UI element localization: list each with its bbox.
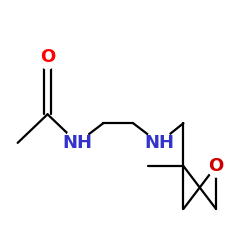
Text: O: O (40, 48, 55, 66)
Circle shape (38, 45, 56, 69)
Circle shape (147, 127, 171, 158)
Text: O: O (208, 157, 224, 175)
Text: NH: NH (62, 134, 92, 152)
Circle shape (66, 127, 90, 158)
Text: NH: NH (144, 134, 174, 152)
Circle shape (208, 155, 224, 177)
